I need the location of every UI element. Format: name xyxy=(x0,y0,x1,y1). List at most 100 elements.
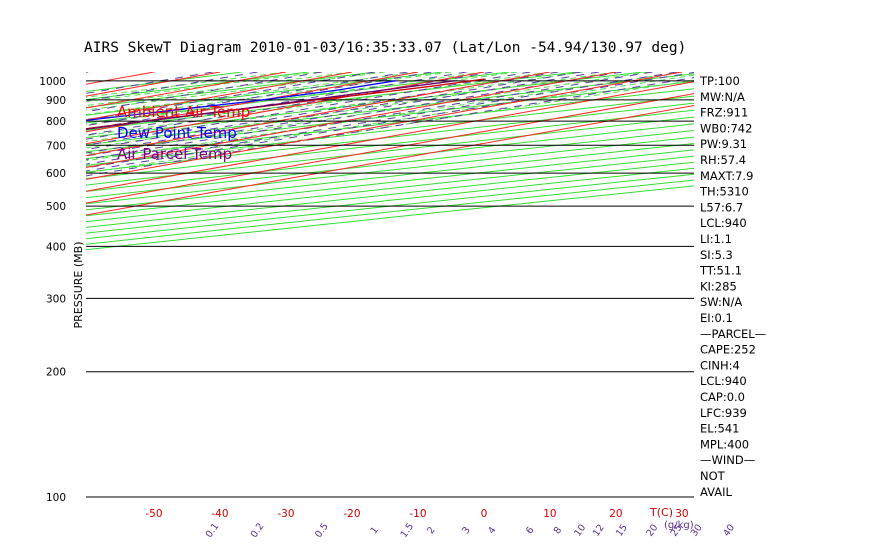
moist-adiabat-line xyxy=(86,72,451,120)
dry-adiabat-line xyxy=(86,95,694,166)
pressure-tick-label: 700 xyxy=(46,140,66,152)
isotherm-line xyxy=(86,81,694,192)
index-entry: LCL:940 xyxy=(700,216,747,230)
bottom-temp-tick-label: -20 xyxy=(343,508,360,520)
mixing-ratio-label: 4 xyxy=(486,525,498,536)
index-entry: TP:100 xyxy=(699,74,740,88)
mixing-ratio-line xyxy=(86,72,623,161)
dry-adiabat-line xyxy=(86,72,577,131)
isotherm-line xyxy=(86,72,485,145)
dewpoint-temp-line xyxy=(86,80,396,122)
index-entry: MPL:400 xyxy=(700,437,749,451)
pressure-tick-label: 300 xyxy=(46,293,66,305)
mixing-ratio-line xyxy=(86,72,467,136)
temp-unit-label: T(C) xyxy=(649,506,673,519)
bottom-temp-tick-label: -10 xyxy=(409,508,426,520)
mixing-ratio-label: 12 xyxy=(591,522,607,538)
index-entry: AVAIL xyxy=(700,485,733,499)
index-entry: MAXT:7.9 xyxy=(700,169,753,183)
mixing-ratio-label: 10 xyxy=(572,522,588,538)
pressure-tick-label: 500 xyxy=(46,201,66,213)
index-entry: TT:51.1 xyxy=(699,264,742,278)
bottom-temp-tick-label: 20 xyxy=(609,508,622,520)
moist-adiabat-line xyxy=(86,72,616,149)
index-entry: MW:N/A xyxy=(700,90,745,104)
index-entry: KI:285 xyxy=(700,279,737,293)
index-entry: WB0:742 xyxy=(700,121,752,135)
dry-adiabat-line xyxy=(86,155,694,223)
isotherm-line xyxy=(86,72,617,168)
legend-ambient: Ambient Air Temp xyxy=(117,103,250,121)
chart-title: AIRS SkewT Diagram 2010-01-03/16:35:33.0… xyxy=(84,40,686,56)
index-entry: EL:541 xyxy=(700,422,740,436)
mixing-ratio-label: 1 xyxy=(368,525,380,536)
pressure-tick-label: 1000 xyxy=(39,76,66,88)
bottom-temp-tick-label: -30 xyxy=(277,508,294,520)
mixing-ratio-line xyxy=(86,72,432,130)
bottom-temp-tick-label: 30 xyxy=(675,508,688,520)
bottom-temp-tick-label: -50 xyxy=(145,508,162,520)
mixing-ratio-line xyxy=(86,72,677,169)
pressure-tick-label: 800 xyxy=(46,116,66,128)
index-entry: LCL:940 xyxy=(700,374,747,388)
mixing-ratio-label: 3 xyxy=(460,525,472,536)
dry-adiabat-line xyxy=(86,136,694,205)
index-entry: L57:6.7 xyxy=(700,200,743,214)
mixing-ratio-label: 2 xyxy=(425,525,437,536)
index-entry: —WIND— xyxy=(700,453,755,467)
mixing-ratio-line xyxy=(86,72,581,154)
isotherm-line xyxy=(86,93,694,204)
index-entry: CAP:0.0 xyxy=(700,390,745,404)
mixing-ratio-unit-label: (g/kg) xyxy=(664,520,694,531)
isotherm-line xyxy=(0,72,22,497)
mixing-ratio-label: 40 xyxy=(721,522,737,538)
dry-adiabat-line xyxy=(86,149,694,217)
index-entry: SW:N/A xyxy=(700,295,742,309)
mixing-ratio-label: 0.5 xyxy=(313,521,331,540)
legend-dewpoint: Dew Point Temp xyxy=(117,124,237,142)
pressure-tick-label: 100 xyxy=(46,492,66,504)
pressure-tick-label: 600 xyxy=(46,168,66,180)
index-entry: RH:57.4 xyxy=(700,153,746,167)
bottom-temp-tick-label: 10 xyxy=(543,508,556,520)
mixing-ratio-label: 15 xyxy=(614,522,630,538)
mixing-ratio-label: 8 xyxy=(552,525,564,536)
index-entry: CAPE:252 xyxy=(700,343,756,357)
pressure-tick-label: 900 xyxy=(46,95,66,107)
dry-adiabat-line xyxy=(86,179,694,245)
mixing-ratio-line xyxy=(86,72,531,146)
index-entry: SI:5.3 xyxy=(700,248,733,262)
moist-adiabat-line xyxy=(86,79,694,174)
mixing-ratio-label: 0.1 xyxy=(204,521,222,540)
index-entry: EI:0.1 xyxy=(700,311,733,325)
bottom-temp-tick-label: 0 xyxy=(481,508,488,520)
dry-adiabat-line xyxy=(86,72,644,139)
pressure-tick-label: 400 xyxy=(46,241,66,253)
dry-adiabat-line xyxy=(86,116,694,186)
mixing-ratio-line xyxy=(86,72,653,165)
index-entry: LFC:939 xyxy=(700,406,747,420)
mixing-ratio-line xyxy=(86,77,694,177)
mixing-ratio-line xyxy=(86,72,599,157)
dry-adiabat-line xyxy=(86,130,694,199)
mixing-ratio-label: 6 xyxy=(524,525,536,536)
isotherm-line xyxy=(86,104,694,216)
parcel-temp-line xyxy=(86,80,455,130)
dry-adiabat-line xyxy=(86,161,694,228)
mixing-ratio-label: 1.5 xyxy=(399,521,417,540)
index-entry: PW:9.31 xyxy=(700,137,747,151)
mixing-ratio-label: 0.2 xyxy=(249,521,267,540)
dry-adiabat-line xyxy=(86,72,376,109)
index-entry: FRZ:911 xyxy=(700,106,748,120)
legend-parcel: Air Parcel Temp xyxy=(117,145,232,163)
dry-adiabat-line xyxy=(86,142,694,211)
bottom-temp-tick-label: -40 xyxy=(211,508,228,520)
isotherm-line xyxy=(86,72,683,180)
y-axis-label: PRESSURE (MB) xyxy=(72,242,85,329)
dry-adiabat-line xyxy=(86,167,694,234)
index-entry: CINH:4 xyxy=(700,358,740,372)
mixing-ratio-label: 20 xyxy=(644,522,660,538)
dry-adiabat-line xyxy=(86,72,443,116)
pressure-tick-label: 200 xyxy=(46,367,66,379)
